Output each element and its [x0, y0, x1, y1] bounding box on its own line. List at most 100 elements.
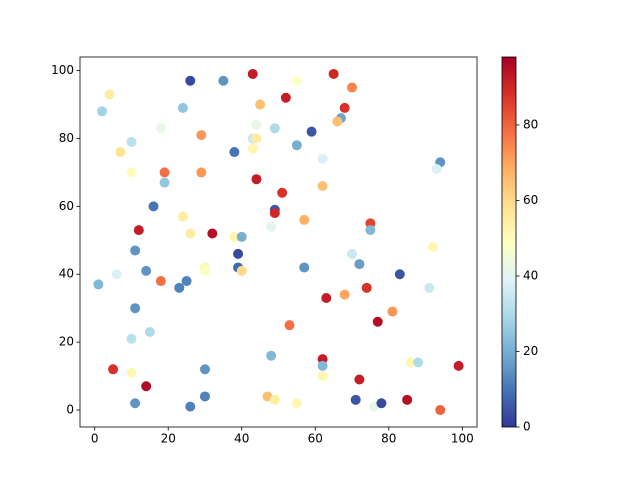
point — [387, 306, 398, 317]
y-tick-label: 20 — [59, 335, 74, 349]
point — [269, 123, 280, 134]
point — [435, 405, 446, 416]
point — [97, 106, 108, 117]
point — [159, 177, 170, 188]
point — [111, 269, 122, 280]
x-tick-label: 100 — [451, 432, 474, 446]
point — [372, 316, 383, 327]
point — [233, 248, 244, 259]
y-tick-label: 40 — [59, 267, 74, 281]
point — [236, 265, 247, 276]
point — [93, 279, 104, 290]
point — [199, 265, 210, 276]
point — [394, 269, 405, 280]
point — [431, 164, 442, 175]
point — [266, 221, 277, 232]
point — [229, 147, 240, 158]
x-tick-label: 0 — [91, 432, 99, 446]
plot-frame — [79, 56, 478, 428]
point — [207, 228, 218, 239]
point — [402, 394, 413, 405]
point — [126, 367, 137, 378]
point — [126, 333, 137, 344]
point — [196, 130, 207, 141]
point — [251, 174, 262, 185]
point — [332, 116, 343, 127]
point — [185, 401, 196, 412]
point — [141, 381, 152, 392]
point — [199, 391, 210, 402]
point — [321, 293, 332, 304]
point — [104, 89, 115, 100]
y-tick-label: 60 — [59, 199, 74, 213]
point — [185, 75, 196, 86]
point — [155, 123, 166, 134]
y-tick-label: 80 — [59, 131, 74, 145]
point — [269, 394, 280, 405]
point — [218, 75, 229, 86]
point — [115, 147, 126, 158]
point — [453, 360, 464, 371]
point — [229, 231, 240, 242]
colorbar-tick-label: 80 — [523, 117, 538, 131]
colorbar-tick-label: 40 — [523, 268, 538, 282]
point — [328, 68, 339, 79]
point — [130, 398, 141, 409]
point — [306, 126, 317, 137]
point — [354, 374, 365, 385]
point — [361, 282, 372, 293]
point — [269, 208, 280, 219]
point — [148, 201, 159, 212]
point — [159, 167, 170, 178]
point — [133, 225, 144, 236]
point — [427, 242, 438, 253]
point — [376, 398, 387, 409]
point — [126, 167, 137, 178]
point — [299, 262, 310, 273]
point — [108, 364, 119, 375]
point — [174, 282, 185, 293]
point — [354, 259, 365, 270]
point — [247, 68, 258, 79]
point — [291, 140, 302, 151]
point — [199, 364, 210, 375]
point — [347, 248, 358, 259]
point — [130, 245, 141, 256]
colorbar — [501, 56, 517, 428]
point — [405, 357, 416, 368]
x-tick-label: 60 — [308, 432, 323, 446]
point — [317, 153, 328, 164]
point — [247, 143, 258, 154]
point — [251, 133, 262, 144]
point — [413, 357, 424, 368]
point — [266, 350, 277, 361]
y-tick-label: 100 — [51, 63, 74, 77]
point — [277, 187, 288, 198]
point — [130, 303, 141, 314]
x-tick-label: 20 — [161, 432, 176, 446]
point — [255, 99, 266, 110]
point — [284, 320, 295, 331]
point — [144, 326, 155, 337]
point — [317, 180, 328, 191]
point — [236, 231, 247, 242]
point — [291, 398, 302, 409]
point — [365, 225, 376, 236]
point — [280, 92, 291, 103]
point — [317, 371, 328, 382]
colorbar-tick-label: 0 — [523, 420, 531, 434]
point — [317, 360, 328, 371]
point — [339, 289, 350, 300]
point — [177, 102, 188, 113]
point — [126, 136, 137, 147]
point — [155, 276, 166, 287]
point — [196, 167, 207, 178]
colorbar-tick-label: 60 — [523, 193, 538, 207]
point — [291, 75, 302, 86]
colorbar-tick-label: 20 — [523, 344, 538, 358]
point — [424, 282, 435, 293]
point — [141, 265, 152, 276]
y-tick-label: 0 — [66, 403, 74, 417]
point — [299, 214, 310, 225]
